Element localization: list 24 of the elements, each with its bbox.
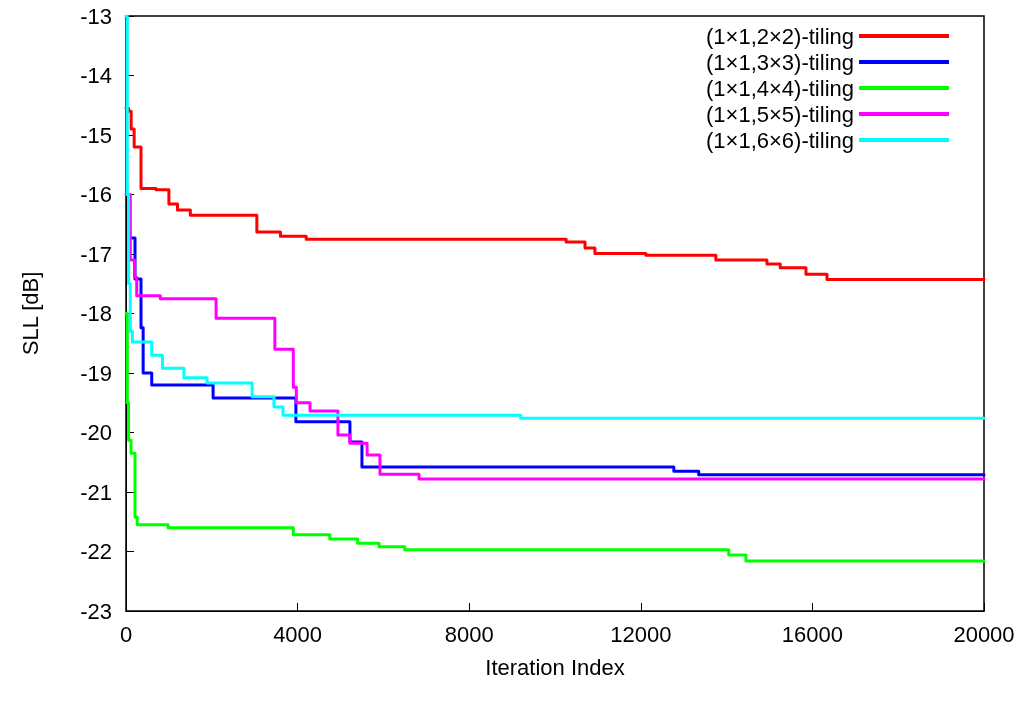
y-tick-label: -16 <box>80 182 112 207</box>
y-tick-label: -14 <box>80 63 112 88</box>
y-tick-label: -17 <box>80 241 112 267</box>
x-axis-title: Iteration Index <box>485 654 625 680</box>
y-tick-label: -21 <box>80 479 112 505</box>
y-tick-label: -13 <box>80 3 112 29</box>
y-tick-label: -22 <box>80 539 112 564</box>
x-tick-label: 4000 <box>273 621 323 647</box>
x-tick-label: 8000 <box>444 621 494 647</box>
x-tick-label: 16000 <box>781 621 843 647</box>
x-tick-label: 20000 <box>953 621 1015 647</box>
legend-label: (1×1,3×3)-tiling <box>706 49 854 75</box>
legend-label: (1×1,6×6)-tiling <box>706 127 854 153</box>
y-tick-label: -23 <box>80 598 112 624</box>
legend-label: (1×1,2×2)-tiling <box>706 23 854 49</box>
x-tick-label: 12000 <box>610 621 672 647</box>
legend-label: (1×1,4×4)-tiling <box>706 75 854 101</box>
y-tick-label: -15 <box>80 122 112 148</box>
y-tick-label: -19 <box>80 360 112 386</box>
legend-label: (1×1,5×5)-tiling <box>706 101 854 127</box>
y-tick-label: -18 <box>80 301 112 326</box>
x-tick-label: 0 <box>119 621 133 647</box>
y-tick-label: -20 <box>80 420 112 445</box>
y-axis-title: SLL [dB] <box>17 271 43 356</box>
